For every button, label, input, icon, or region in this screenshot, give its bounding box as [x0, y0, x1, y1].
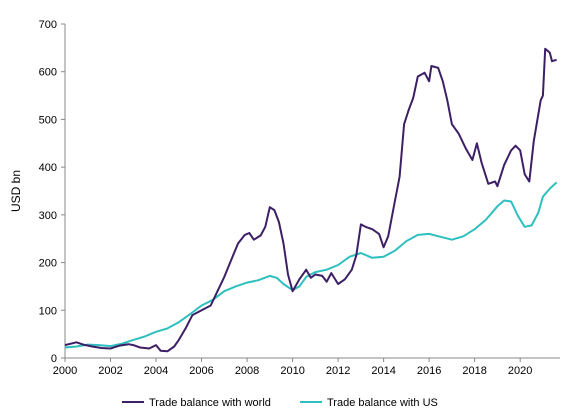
x-tick-label: 2000	[53, 365, 77, 377]
y-tick-label: 600	[39, 67, 57, 79]
x-tick-label: 2014	[371, 365, 395, 377]
y-tick-label: 700	[39, 19, 57, 31]
x-tick-label: 2012	[326, 365, 350, 377]
legend-label-world: Trade balance with world	[149, 397, 271, 409]
y-tick-label: 0	[51, 353, 57, 365]
x-tick-label: 2006	[189, 365, 213, 377]
y-tick-label: 300	[39, 210, 57, 222]
y-tick-label: 100	[39, 305, 57, 317]
x-tick-label: 2004	[144, 365, 168, 377]
y-axis-title: USD bn	[9, 170, 23, 212]
y-tick-label: 200	[39, 258, 57, 270]
series-line-us	[64, 181, 558, 349]
legend-label-us: Trade balance with US	[327, 397, 438, 409]
x-ticks: 2000 2002 2004 2006 2008 2010 2012 2014 2016 2018…	[53, 358, 532, 377]
y-ticks: 0 100 200 300 400 500 600 700	[39, 19, 65, 365]
series-line-world	[64, 47, 557, 353]
x-tick-label: 2008	[235, 365, 259, 377]
x-tick-label: 2020	[508, 365, 532, 377]
x-tick-label: 2002	[98, 365, 122, 377]
x-tick-label: 2010	[280, 365, 304, 377]
axes	[64, 24, 560, 359]
x-tick-label: 2016	[417, 365, 441, 377]
y-tick-label: 500	[39, 114, 57, 126]
series-layer	[64, 47, 558, 353]
legend: Trade balance with world Trade balance wi…	[122, 397, 438, 409]
y-tick-label: 400	[39, 162, 57, 174]
x-tick-label: 2018	[462, 365, 486, 377]
